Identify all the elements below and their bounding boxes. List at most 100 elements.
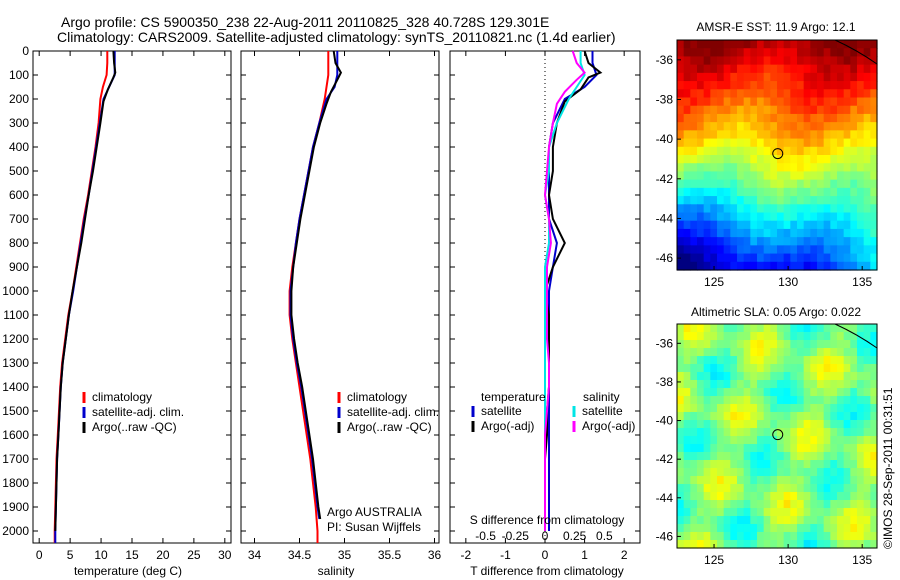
map-cell [750, 532, 758, 541]
map-cell [790, 476, 798, 485]
map-cell [750, 508, 758, 517]
map-cell [810, 428, 818, 437]
map-cell [697, 508, 705, 517]
map-cell [763, 348, 771, 357]
map-cell [757, 500, 765, 509]
map-cell [717, 72, 725, 82]
map-cell [757, 404, 765, 413]
map-cell [783, 122, 791, 131]
map-cell [743, 324, 751, 333]
map-cell [817, 540, 825, 549]
map-cell [863, 428, 871, 437]
map-cell [750, 372, 758, 381]
map-cell [703, 163, 711, 173]
sst-map: 125 130 135-36-38-40-42-44-46 [656, 39, 878, 289]
map-cell [770, 460, 778, 469]
map-cell [810, 122, 818, 131]
map-cell [823, 245, 831, 255]
map-cell [857, 540, 865, 549]
map-cell [783, 348, 791, 357]
map-cell [723, 404, 731, 413]
map-cell [770, 171, 778, 181]
map-cell [737, 212, 745, 222]
map-cell [697, 130, 705, 140]
map-cell [703, 436, 711, 445]
map-cell [803, 436, 811, 445]
map-cell [730, 122, 738, 131]
map-cell [837, 364, 845, 373]
map-cell [777, 89, 785, 99]
map-cell [697, 372, 705, 381]
map-cell [730, 56, 738, 66]
map-cell [750, 187, 758, 197]
map-cell [763, 97, 771, 107]
map-cell [810, 228, 818, 238]
map-cell [690, 245, 698, 255]
map-cell [750, 412, 758, 421]
map-cell [690, 348, 698, 357]
map-cell [697, 420, 705, 429]
map-cell [690, 261, 698, 271]
map-cell [857, 187, 865, 197]
map-cell [790, 105, 798, 115]
map-cell [730, 436, 738, 445]
map-cell [783, 113, 791, 123]
map-cell [717, 332, 725, 341]
map-cell [683, 364, 691, 373]
map-cell [683, 253, 691, 263]
map-cell [843, 113, 851, 123]
map-cell [823, 204, 831, 214]
map-cell [757, 540, 765, 549]
map-cell [790, 356, 798, 365]
map-cell [703, 476, 711, 485]
map-cell [710, 332, 718, 341]
map-cell [770, 64, 778, 74]
map-cell [817, 72, 825, 82]
map-cell [717, 187, 725, 197]
map-cell [797, 412, 805, 421]
map-cell [843, 64, 851, 74]
map-cell [857, 428, 865, 437]
map-cell [830, 356, 838, 365]
map-cell [790, 500, 798, 509]
map-cell [823, 72, 831, 82]
map-cell [857, 524, 865, 533]
map-cell [777, 163, 785, 173]
map-cell [777, 404, 785, 413]
map-cell [730, 130, 738, 140]
map-cell [857, 113, 865, 123]
map-cell [790, 40, 798, 49]
map-cell [697, 261, 705, 271]
map-cell [677, 81, 685, 90]
map-cell [743, 532, 751, 541]
map-cell [683, 356, 691, 365]
map-cell [737, 460, 745, 469]
map-cell [770, 105, 778, 115]
map-cell [830, 380, 838, 389]
map-cell [737, 245, 745, 255]
map-cell [743, 212, 751, 222]
salinity-annotation-line1: Argo AUSTRALIA [327, 505, 422, 519]
map-cell [683, 484, 691, 493]
map-cell [697, 171, 705, 181]
map-cell [717, 428, 725, 437]
map-cell [810, 155, 818, 164]
map-cell [803, 105, 811, 115]
map-cell [697, 356, 705, 365]
map-cell [737, 500, 745, 509]
map-cell [783, 220, 791, 230]
map-cell [737, 64, 745, 74]
map-cell [697, 220, 705, 230]
map-cell [683, 171, 691, 181]
map-cell [850, 64, 858, 74]
map-cell [737, 404, 745, 413]
map-cell [830, 163, 838, 173]
map-cell [810, 196, 818, 205]
map-cell [770, 524, 778, 533]
map-cell [677, 324, 685, 333]
map-cell [677, 444, 685, 453]
map-cell [717, 364, 725, 373]
map-cell [743, 64, 751, 74]
map-cell [703, 452, 711, 461]
map-cell [750, 64, 758, 74]
